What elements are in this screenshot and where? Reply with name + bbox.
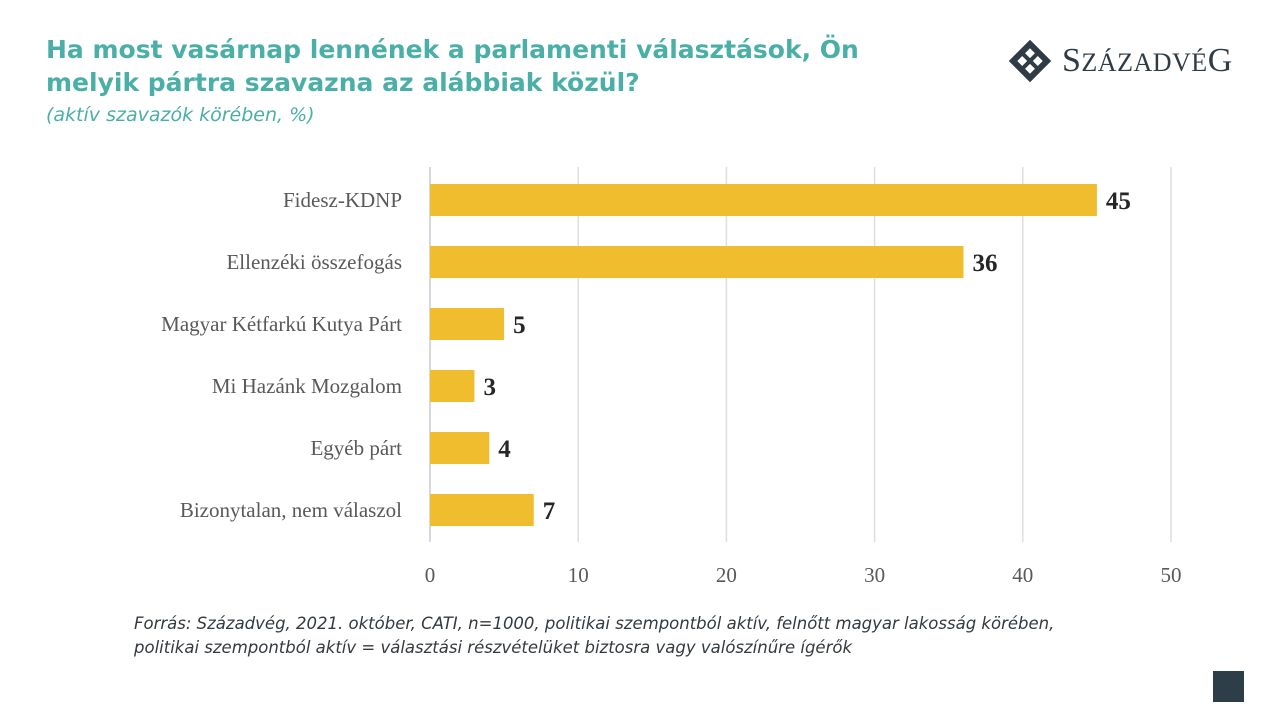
bar [430,184,1097,216]
data-label: 7 [543,498,556,525]
logo-wordmark: SZÁZADVÉG [1062,42,1233,80]
category-label: Fidesz-KDNP [283,188,402,212]
chart-subtitle: (aktív szavazók körében, %) [46,104,315,126]
footnote-line-1: Forrás: Századvég, 2021. október, CATI, … [134,614,1055,633]
bar [430,308,505,340]
category-label: Ellenzéki összefogás [226,250,402,274]
x-tick-label: 50 [1161,563,1182,587]
footnote-line-2: politikai szempontból aktív = választási… [134,638,852,657]
logo-letter-last: G [1207,42,1233,79]
logo-letters-small: ZÁZADVÉ [1081,48,1208,77]
data-label: 3 [483,374,496,401]
x-tick-label: 20 [716,563,737,587]
chart-title: Ha most vasárnap lennének a parlamenti v… [46,35,859,97]
category-label: Magyar Kétfarkú Kutya Párt [161,312,402,336]
data-label: 45 [1106,188,1131,215]
x-tick-label: 10 [568,563,589,587]
brand-logo: SZÁZADVÉG [1008,38,1233,84]
data-label: 4 [498,436,511,463]
bar [430,432,490,464]
category-label: Egyéb párt [310,436,402,460]
logo-diamond-icon [1008,39,1052,83]
bar [430,370,475,402]
category-label: Bizonytalan, nem válaszol [180,498,402,522]
bar [430,494,534,526]
corner-square [1213,671,1244,702]
data-label: 5 [513,312,526,339]
footnote: Forrás: Századvég, 2021. október, CATI, … [134,612,1134,660]
x-tick-label: 40 [1012,563,1033,587]
data-label: 36 [973,250,998,277]
x-tick-label: 30 [864,563,885,587]
category-label: Mi Hazánk Mozgalom [212,374,402,398]
x-tick-label: 0 [425,563,436,587]
bar [430,246,964,278]
logo-letter-first: S [1062,42,1082,79]
